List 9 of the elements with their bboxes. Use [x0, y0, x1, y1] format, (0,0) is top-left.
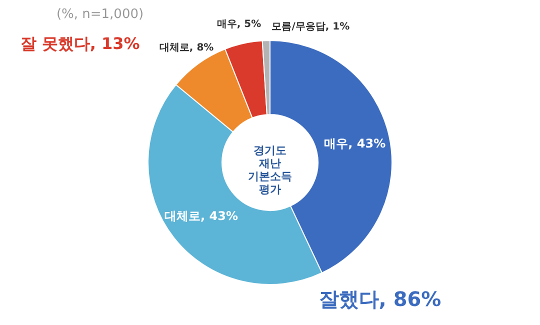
slice-label: 모름/무응답, 1%	[272, 22, 350, 33]
slice-label: 매우, 5%	[216, 18, 262, 30]
text: 잘했다, 86%	[318, 287, 442, 311]
slice-label: 매우, 43%	[324, 136, 386, 151]
slice-label: 대체로, 8%	[159, 42, 214, 54]
text: 경기도 재난 기본소득 평가	[248, 144, 292, 196]
text: 잘 못했다, 13%	[20, 34, 140, 53]
slice-label: 대체로, 43%	[164, 208, 238, 223]
chart-subtitle: (%, n=1,000)	[56, 7, 144, 22]
